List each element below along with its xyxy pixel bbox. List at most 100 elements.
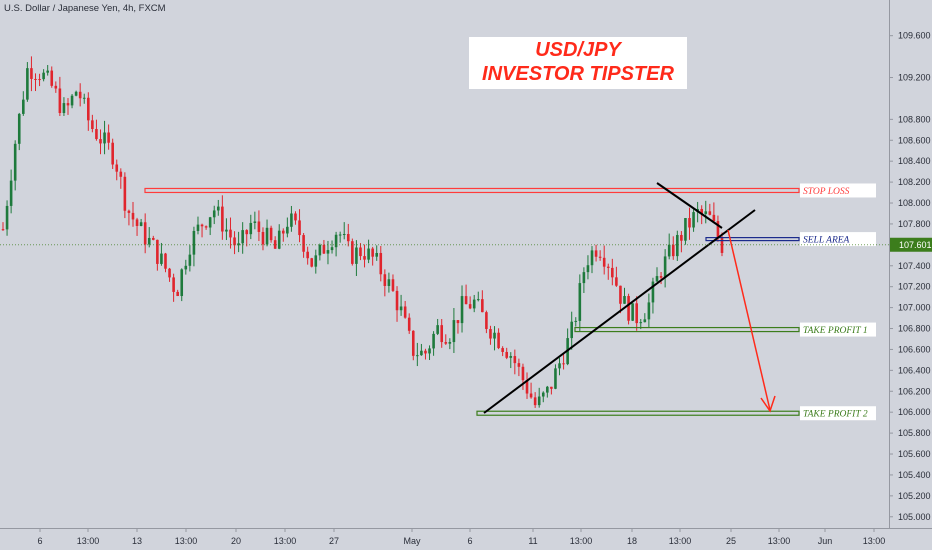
time-tick-label: 6 [467, 536, 472, 546]
time-tick-label: 13:00 [570, 536, 593, 546]
candle-body [663, 256, 667, 278]
candle-body [505, 351, 509, 358]
candle-body [139, 222, 143, 226]
price-tick-label: 106.200 [898, 386, 931, 396]
price-tick-label: 107.400 [898, 261, 931, 271]
candle-body [623, 296, 626, 304]
candle-body [229, 229, 232, 238]
candle-body [245, 230, 249, 235]
candle-body [351, 241, 354, 264]
candle-body [334, 234, 338, 248]
candle-body [537, 396, 541, 406]
candle-body [554, 368, 557, 389]
time-axis[interactable]: 6 13:00 13 13:00 20 13:00 27 May 6 11 13:00 18 13:00… [37, 528, 885, 546]
candle-body [196, 224, 200, 231]
candle-body [9, 180, 13, 206]
candle-body [62, 103, 66, 114]
projection-arrow[interactable] [727, 229, 771, 411]
candle-body [501, 348, 504, 352]
candle-body [574, 320, 578, 322]
candle-body [78, 91, 82, 99]
candle-body [99, 139, 102, 144]
candle-body [257, 221, 261, 232]
take-profit-2-line[interactable] [476, 410, 800, 416]
candle-body [631, 303, 634, 321]
candle-body [290, 213, 293, 227]
candle-body [420, 350, 423, 356]
candle-body [26, 68, 29, 100]
candle-body [517, 363, 521, 367]
candle-body [156, 239, 159, 264]
candle-body [58, 88, 62, 114]
candle-body [444, 342, 448, 344]
candle-body [70, 95, 74, 106]
candle-body [22, 99, 25, 114]
price-tick-label: 105.600 [898, 449, 931, 459]
candle-body [82, 97, 86, 99]
time-tick-label: 6 [37, 536, 42, 546]
candle-body [720, 236, 724, 253]
candle-body [481, 299, 484, 313]
candle-body [261, 231, 265, 245]
candle-body [432, 333, 435, 349]
candle-body [95, 128, 98, 140]
price-axis[interactable]: 109.600 109.200 108.800 108.600 108.400 108.2… [0, 31, 932, 522]
stop-loss-line[interactable] [144, 187, 800, 194]
candle-body [598, 256, 602, 258]
candle-body [346, 234, 350, 242]
candle-body [119, 171, 123, 177]
take-profit-1-label: TAKE PROFIT 1 [803, 326, 868, 336]
candle-body [602, 257, 606, 267]
candle-body [704, 211, 708, 214]
candle-body [127, 210, 131, 213]
candle-body [318, 244, 322, 256]
current-price-tag [890, 237, 932, 252]
candle-body [103, 132, 106, 144]
candle-body [716, 221, 720, 237]
candle-body [562, 363, 565, 365]
ascending-trendline[interactable] [483, 209, 756, 414]
candle-body [436, 325, 439, 334]
candle-body [164, 253, 167, 269]
candle-body [184, 265, 188, 270]
candle-body [493, 332, 496, 339]
time-tick-label: 18 [627, 536, 637, 546]
sell-area-line[interactable] [705, 237, 800, 242]
candle-body [123, 176, 127, 211]
price-tick-label: 109.600 [898, 31, 931, 41]
drawings-group: STOP LOSS SELL AREA TAKE PROFIT 1 TAKE PROF… [144, 182, 876, 421]
candle-body [46, 70, 49, 73]
candle-body [546, 386, 549, 393]
candle-body [468, 304, 472, 309]
time-tick-label: Jun [818, 536, 833, 546]
candle-body [216, 206, 220, 211]
banner-line2: INVESTOR TIPSTER [482, 63, 674, 85]
candle-body [180, 269, 184, 297]
candle-body [525, 380, 529, 394]
take-profit-1-line[interactable] [574, 326, 800, 333]
candle-body [115, 164, 119, 172]
candle-body [91, 120, 94, 129]
candle-body [411, 330, 415, 356]
candle-body [298, 220, 301, 236]
price-tick-label: 108.000 [898, 198, 931, 208]
candle-body [550, 386, 553, 389]
candle-body [464, 296, 468, 305]
candle-body [541, 392, 545, 397]
candle-body [456, 320, 460, 324]
candle-body [590, 250, 594, 266]
candle-body [160, 253, 163, 264]
candle-body [314, 255, 318, 267]
candle-body [513, 356, 517, 364]
candle-body [676, 234, 679, 257]
banner-line1: USD/JPY [535, 39, 621, 61]
time-tick-label: 13 [132, 536, 142, 546]
price-tick-label: 108.600 [898, 135, 931, 145]
price-tick-label: 107.800 [898, 219, 931, 229]
candle-body [688, 218, 691, 228]
descending-trendline[interactable] [656, 182, 723, 229]
candle-body [212, 210, 216, 218]
time-tick-label: 13:00 [768, 536, 791, 546]
